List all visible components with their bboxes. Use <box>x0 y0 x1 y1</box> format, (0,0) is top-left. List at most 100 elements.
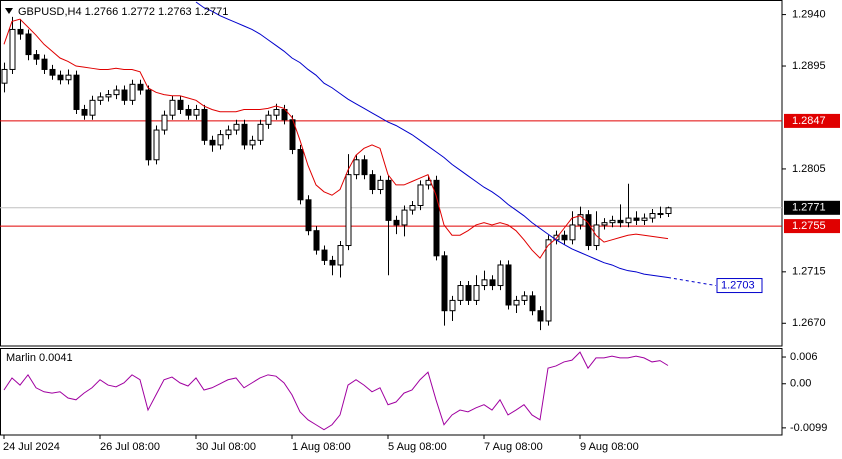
candle-body <box>137 83 144 91</box>
candle-body <box>377 179 384 191</box>
candle-body <box>497 264 504 287</box>
x-tick-label: 5 Aug 08:00 <box>388 441 447 453</box>
candle-body <box>465 285 472 301</box>
candle-body <box>561 234 568 241</box>
candle-body <box>113 89 120 96</box>
candle-body <box>169 99 176 116</box>
candle-body <box>265 114 272 125</box>
ma-fast-line <box>3 18 669 259</box>
candle-body <box>481 279 488 287</box>
indicator-line <box>3 351 669 431</box>
level-price-box <box>784 219 840 234</box>
labels-layer: 1.2940 1.2895 1.2805 1.2715 1.2670 0.006 0.00 -… <box>3 8 840 453</box>
candle-body <box>297 148 304 201</box>
indicator-y-tick-label: -0.0099 <box>790 422 827 434</box>
x-tick-label: 26 Jul 08:00 <box>100 441 160 453</box>
candle-body <box>145 89 152 161</box>
candle-body <box>41 58 48 70</box>
candle-body <box>329 259 336 266</box>
y-tick-label: 1.2805 <box>792 163 826 175</box>
indicator-panel-frame <box>0 348 783 436</box>
candle-body <box>185 108 192 116</box>
x-tick-label: 24 Jul 2024 <box>3 441 60 453</box>
ma-slow-line <box>195 1 669 279</box>
candle-body <box>633 217 640 221</box>
last-price-label: 1.2771 <box>792 202 826 214</box>
candle-body <box>513 299 520 306</box>
y-tick-label: 1.2895 <box>792 60 826 72</box>
candle-body <box>601 222 608 226</box>
candle-body <box>345 174 352 247</box>
candle-body <box>409 205 416 211</box>
candle-body <box>249 139 256 146</box>
ma-projection <box>667 277 717 287</box>
candle-body <box>313 230 320 251</box>
indicator-title: Marlin 0.0041 <box>6 352 73 364</box>
candle-body <box>57 74 64 81</box>
last-price-box <box>784 200 840 215</box>
candle-body <box>617 219 624 224</box>
candle-body <box>529 295 536 312</box>
candle-body <box>569 224 576 241</box>
candle-body <box>81 108 88 116</box>
x-tick-label: 9 Aug 08:00 <box>580 441 639 453</box>
candle-body <box>369 174 376 191</box>
candle-body <box>457 285 464 301</box>
y-tick-label: 1.2670 <box>792 317 826 329</box>
candle-body <box>217 134 224 146</box>
level-price-box <box>784 113 840 128</box>
candle-body <box>401 209 408 226</box>
candle-body <box>49 68 56 76</box>
candle-body <box>177 99 184 110</box>
candle-body <box>257 123 264 141</box>
candle-body <box>129 83 136 101</box>
candle-body <box>641 217 648 221</box>
candle-body <box>1 68 8 84</box>
candle-body <box>225 129 232 136</box>
candle-body <box>657 213 664 216</box>
level-price-label: 1.2755 <box>792 220 826 232</box>
candle-body <box>33 54 40 60</box>
indicator-y-tick-label: 0.006 <box>790 351 818 363</box>
candle-body <box>9 28 16 70</box>
candle-body <box>17 28 24 35</box>
candle-body <box>537 310 544 322</box>
candle-body <box>417 184 424 207</box>
main-panel-frame <box>0 0 783 347</box>
x-tick-label: 30 Jul 08:00 <box>196 441 256 453</box>
ma-projection-label: 1.2703 <box>721 279 755 291</box>
candle-body <box>209 139 216 146</box>
candle-body <box>577 214 584 226</box>
candle-body <box>65 74 72 81</box>
indicator-y-tick-label: 0.00 <box>790 378 811 390</box>
candle-body <box>337 245 344 266</box>
y-tick-label: 1.2940 <box>792 8 826 20</box>
x-tick-label: 1 Aug 08:00 <box>292 441 351 453</box>
candle-body <box>153 129 160 161</box>
candle-body <box>105 94 112 98</box>
candle-body <box>585 214 592 247</box>
candle-body <box>393 219 400 226</box>
level-price-label: 1.2847 <box>792 115 826 127</box>
x-tick-label: 7 Aug 08:00 <box>484 441 543 453</box>
candle-body <box>273 108 280 116</box>
candle-body <box>121 89 128 101</box>
candle-body <box>241 123 248 146</box>
candle-body <box>449 299 456 312</box>
candle-body <box>25 33 32 56</box>
candle-body <box>609 219 616 224</box>
candle-body <box>321 249 328 261</box>
candle-body <box>521 295 528 301</box>
candle-body <box>433 179 440 257</box>
candle-body <box>89 99 96 116</box>
candle-body <box>193 108 200 116</box>
candle-body <box>233 123 240 131</box>
chart-title: GBPUSD,H4 1.2766 1.2772 1.2763 1.2771 <box>18 6 228 18</box>
candle-body <box>201 108 208 141</box>
menu-arrow[interactable] <box>5 8 13 14</box>
candle-body <box>505 264 512 306</box>
candle-body <box>73 74 80 110</box>
candle-body <box>361 159 368 176</box>
